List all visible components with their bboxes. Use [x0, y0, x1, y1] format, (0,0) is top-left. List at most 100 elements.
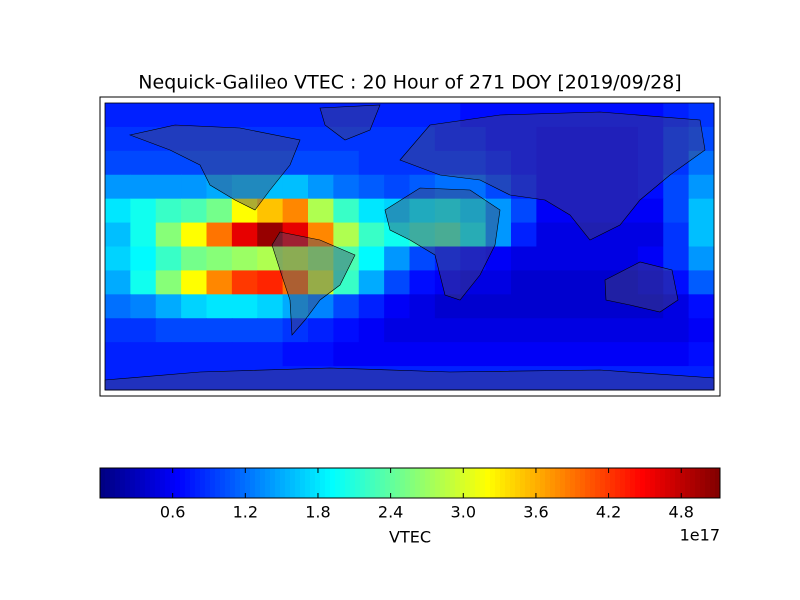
colorbar-step [460, 468, 466, 498]
colorbar-step [330, 468, 336, 498]
heat-cell [434, 103, 461, 128]
heat-cell [181, 222, 207, 247]
colorbar-step [660, 468, 666, 498]
colorbar-step [430, 468, 436, 498]
colorbar-step [270, 468, 276, 498]
heat-cell [460, 126, 487, 152]
colorbar-step [145, 468, 151, 498]
heat-cell [587, 318, 613, 343]
colorbar-step [300, 468, 306, 498]
heat-cell [358, 246, 385, 271]
heat-cell [181, 103, 207, 128]
colorbar-tick-label: 2.4 [378, 503, 403, 522]
heat-cell [282, 150, 309, 176]
heat-cell [409, 126, 436, 152]
heat-cell [333, 318, 360, 343]
heat-cell [130, 103, 157, 128]
heat-cell [485, 174, 512, 200]
colorbar-step [310, 468, 316, 498]
heat-cell [409, 103, 436, 128]
colorbar-step [640, 468, 646, 498]
colorbar-step [160, 468, 166, 498]
heat-cell [561, 126, 588, 152]
colorbar-step [240, 468, 246, 498]
heat-cell [130, 126, 157, 152]
colorbar-step [665, 468, 671, 498]
colorbar-step [495, 468, 501, 498]
colorbar-step [670, 468, 676, 498]
heat-cell [485, 222, 512, 247]
heat-cell [105, 174, 131, 200]
colorbar-step [560, 468, 566, 498]
colorbar-step [175, 468, 181, 498]
colorbar-step [165, 468, 171, 498]
colorbar-tick-label: 1.2 [233, 503, 258, 522]
heat-cell [257, 150, 284, 176]
colorbar-step [710, 468, 716, 498]
colorbar-step [545, 468, 551, 498]
heat-cell [308, 222, 334, 247]
colorbar-step [625, 468, 631, 498]
colorbar-step [100, 468, 106, 498]
heat-cell [308, 270, 334, 295]
heat-cell [637, 342, 664, 367]
colorbar-step [305, 468, 311, 498]
heat-cell [511, 174, 537, 200]
heat-cell [688, 174, 715, 200]
heat-cell [460, 198, 487, 224]
heat-cell [231, 103, 258, 128]
colorbar-step [140, 468, 146, 498]
heat-cell [333, 198, 360, 224]
heat-cell [105, 150, 131, 176]
heat-cell [637, 126, 664, 152]
heat-cell [460, 150, 487, 176]
colorbar-step [605, 468, 611, 498]
heat-cell [485, 150, 512, 176]
colorbar-step [385, 468, 391, 498]
colorbar-step [680, 468, 686, 498]
heat-cell [460, 222, 487, 247]
colorbar-step [195, 468, 201, 498]
colorbar-tick-label: 1.8 [305, 503, 330, 522]
heat-cell [663, 174, 690, 200]
heat-cell [409, 246, 436, 271]
colorbar-step [250, 468, 256, 498]
colorbar-step [150, 468, 156, 498]
heat-cell [282, 246, 309, 271]
heat-cell [257, 270, 284, 295]
heat-cell [384, 174, 410, 200]
heat-cell [206, 198, 233, 224]
colorbar-step [700, 468, 706, 498]
colorbar-step [620, 468, 626, 498]
heat-cell [587, 103, 613, 128]
colorbar-step [265, 468, 271, 498]
colorbar-step [315, 468, 321, 498]
heat-cell [688, 103, 715, 128]
heat-cell [257, 103, 284, 128]
heat-cell [536, 103, 563, 128]
colorbar-step [705, 468, 711, 498]
heat-cell [688, 270, 715, 295]
colorbar-step [690, 468, 696, 498]
colorbar-step [450, 468, 456, 498]
heat-cell [409, 366, 436, 391]
colorbar-step [520, 468, 526, 498]
colorbar-step [280, 468, 286, 498]
heat-cell [536, 150, 563, 176]
heat-cell [384, 246, 410, 271]
colorbar-step [120, 468, 126, 498]
heat-cell [105, 198, 131, 224]
heat-cell [688, 294, 715, 319]
heat-cell [308, 366, 334, 391]
heat-cell [587, 150, 613, 176]
colorbar-step [260, 468, 266, 498]
heat-cell [637, 150, 664, 176]
heat-cell [434, 198, 461, 224]
colorbar-step [380, 468, 386, 498]
colorbar-step [585, 468, 591, 498]
colorbar-step [365, 468, 371, 498]
heat-cell [663, 246, 690, 271]
heat-cell [333, 294, 360, 319]
heat-cell [485, 126, 512, 152]
heat-cell [612, 294, 639, 319]
